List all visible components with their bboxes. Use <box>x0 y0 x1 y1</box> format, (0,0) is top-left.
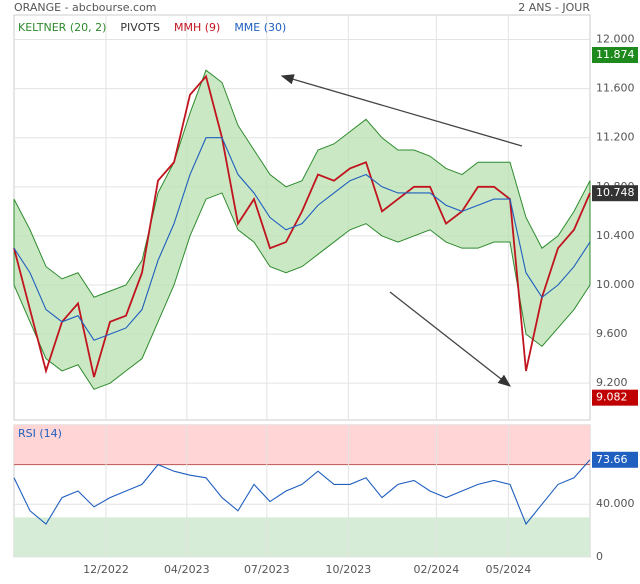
price-badge-label: 11.874 <box>596 48 635 61</box>
y-tick-label: 9.200 <box>596 376 628 389</box>
x-tick-label: 05/2024 <box>486 563 532 576</box>
legend-entry: MMH (9) <box>174 21 220 34</box>
y-tick-label: 11.200 <box>596 131 635 144</box>
price-badge <box>592 451 638 468</box>
y-tick-label: 11.600 <box>596 82 635 95</box>
zone <box>14 517 590 557</box>
price-badge-label: 73.66 <box>596 453 628 466</box>
keltner-band <box>13 69 591 390</box>
x-tick-label: 02/2024 <box>414 563 460 576</box>
price-badge <box>592 47 638 64</box>
y-tick-label: 40.000 <box>596 497 635 510</box>
y-tick-label: 10.400 <box>596 229 635 242</box>
chart-title: ORANGE - abcbourse.com <box>14 1 157 14</box>
legend-entry: KELTNER (20, 2) <box>18 21 106 34</box>
trend-arrow <box>389 291 512 387</box>
chart-subtitle: 2 ANS - JOUR <box>518 1 590 14</box>
zone <box>14 425 590 465</box>
x-tick-label: 10/2023 <box>326 563 372 576</box>
price-badge-label: 9.082 <box>596 391 628 404</box>
x-tick-label: 04/2023 <box>164 563 210 576</box>
y-tick-label: 12.000 <box>596 33 635 46</box>
series-line <box>13 137 591 341</box>
series-line <box>13 459 591 526</box>
price-badge <box>592 185 638 202</box>
y-tick-label: 9.600 <box>596 327 628 340</box>
trend-arrow <box>280 74 523 147</box>
x-tick-label: 12/2022 <box>83 563 129 576</box>
rsi-label: RSI (14) <box>18 427 62 440</box>
y-tick-label: 10.000 <box>596 278 635 291</box>
series-line <box>13 74 591 378</box>
y-tick-label: 0 <box>596 550 603 563</box>
price-badge-label: 10.748 <box>596 186 635 199</box>
x-tick-label: 07/2023 <box>244 563 290 576</box>
price-badge <box>592 389 638 406</box>
legend-entry: PIVOTS <box>120 21 160 34</box>
legend-entry: MME (30) <box>234 21 286 34</box>
